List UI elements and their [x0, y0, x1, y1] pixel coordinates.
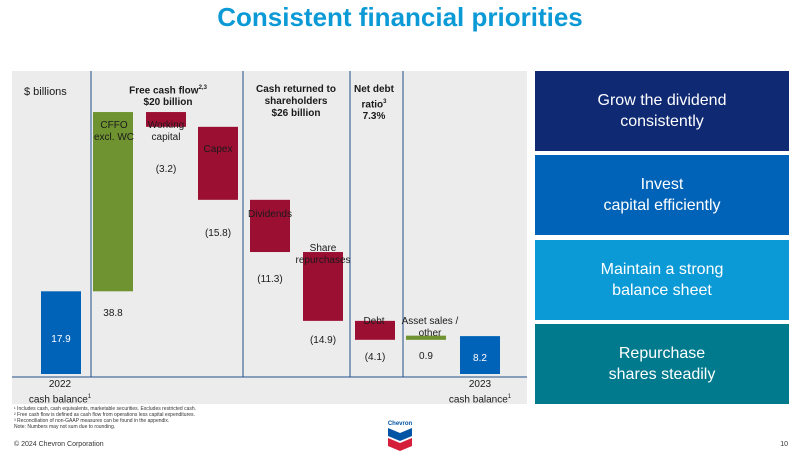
priority-invest-capital: Invest capital efficiently: [535, 155, 789, 235]
bar-dividends: [250, 199, 290, 253]
category-label-working-capital: Working capital: [147, 120, 185, 143]
logo-upper-chevron: [388, 428, 412, 441]
section-footnote-mark: 3: [383, 99, 387, 105]
footnotes: ¹ Includes cash, cash equivalents, marke…: [14, 406, 196, 430]
bar-share-repurchases: [303, 252, 343, 321]
footnote: ¹ Includes cash, cash equivalents, marke…: [14, 406, 197, 412]
value-label-working-capital: (3.2): [155, 164, 177, 175]
category-label-2022: 2022 cash balance1: [28, 379, 92, 406]
value-label-dividends: (11.3): [257, 274, 283, 285]
logo-lower-chevron: [388, 438, 412, 451]
priority-repurchase-shares: Repurchase shares steadily: [535, 324, 789, 404]
value-label-2022: 17.9: [51, 334, 71, 345]
waterfall-chart: [12, 71, 527, 378]
footnote: ³ Reconciliation of non-GAAP measures ca…: [14, 418, 170, 424]
priority-grow-dividend: Grow the dividend consistently: [535, 71, 789, 151]
value-label-capex: (15.8): [204, 228, 232, 239]
bar-2023: [460, 336, 500, 374]
bar-capex: [198, 126, 238, 200]
priority-balance-sheet: Maintain a strong balance sheet: [535, 240, 789, 320]
section-subtitle: $20 billion: [143, 97, 193, 109]
category-label-debt: Debt: [363, 316, 385, 327]
bar-cffo: [93, 112, 133, 292]
category-label-2023: 2023 cash balance1: [448, 379, 512, 406]
logo-text: Chevron: [388, 421, 413, 427]
page-title: Consistent financial priorities: [217, 2, 583, 32]
section-title-line2: shareholders: [264, 96, 328, 107]
section-title-line2: ratio: [361, 99, 384, 111]
unit-label: $ billions: [24, 86, 67, 98]
section-subtitle: 7.3%: [362, 111, 386, 123]
value-label-cffo: 38.8: [103, 308, 123, 319]
section-net-debt: Net debt ratio3 7.3%: [350, 84, 398, 123]
chevron-logo: Chevron: [388, 421, 413, 451]
category-label-dividends: Dividends: [248, 209, 292, 220]
bar-asset-sales: [406, 335, 446, 340]
copyright: © 2024 Chevron Corporation: [14, 441, 104, 448]
section-free-cash-flow: Free cash flow2,3 $20 billion: [118, 82, 218, 109]
section-cash-returned: Cash returned to shareholders $26 billio…: [248, 84, 344, 120]
category-label-asset-sales: Asset sales / other: [401, 316, 459, 339]
value-label-share-repurchases: (14.9): [309, 335, 337, 346]
value-label-2023: 8.2: [473, 353, 487, 364]
value-label-debt: (4.1): [364, 352, 386, 363]
bar-working-capital: [146, 112, 186, 127]
section-title: Net debt: [354, 84, 394, 95]
footnote: Note: Numbers may not sum due to roundin…: [14, 424, 116, 430]
page-number: 10: [780, 441, 788, 448]
section-title: Free cash flow: [129, 85, 199, 97]
category-label-share-repurchases: Share repurchases: [295, 243, 351, 266]
category-label-cffo: CFFO excl. WC: [94, 120, 134, 143]
footnote: ² Free cash flow is defined as cash flow…: [14, 412, 195, 418]
category-label-capex: Capex: [203, 144, 233, 155]
bar-debt: [355, 320, 395, 340]
section-subtitle: $26 billion: [271, 108, 321, 119]
bar-2022: [41, 291, 81, 374]
section-footnote-mark: 2,3: [198, 85, 207, 91]
section-title: Cash returned to: [255, 84, 336, 95]
value-label-asset-sales: 0.9: [419, 351, 433, 362]
